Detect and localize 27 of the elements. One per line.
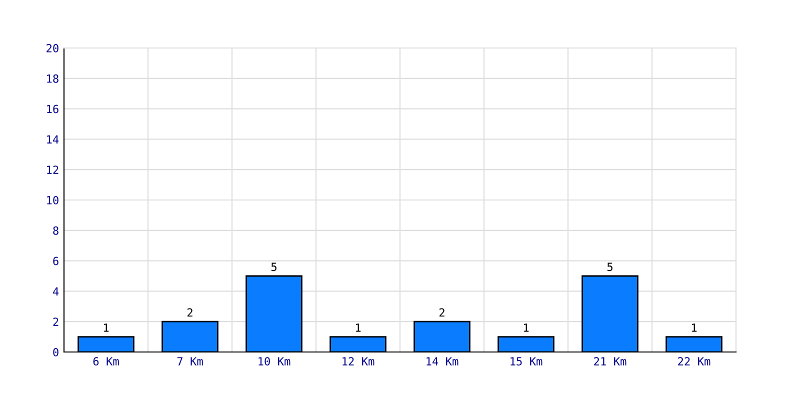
x-tick-label: 15 Km bbox=[510, 357, 542, 366]
x-tick-label: 6 Km bbox=[93, 357, 119, 366]
y-tick-label: 2 bbox=[53, 318, 58, 326]
y-tick-label: 4 bbox=[53, 287, 59, 296]
x-tick-label: 14 Km bbox=[426, 357, 458, 366]
y-tick-label: 18 bbox=[47, 74, 58, 83]
x-tick-label: 7 Km bbox=[177, 357, 203, 366]
y-tick-label: 0 bbox=[53, 348, 58, 356]
data-label: 5 bbox=[271, 262, 276, 272]
y-tick-label: 6 bbox=[53, 256, 58, 266]
x-tick-label: 21 Km bbox=[594, 357, 626, 366]
data-label: 2 bbox=[439, 308, 444, 317]
y-tick-label: 16 bbox=[47, 104, 58, 114]
data-label: 1 bbox=[524, 324, 529, 332]
data-label: 5 bbox=[607, 262, 612, 272]
y-tick-label: 20 bbox=[46, 44, 58, 52]
y-tick-label: 12 bbox=[47, 166, 58, 174]
y-tick-label: 10 bbox=[47, 196, 58, 204]
data-label: 1 bbox=[356, 324, 361, 332]
x-tick-label: 22 Km bbox=[678, 357, 710, 366]
y-tick-label: 14 bbox=[47, 135, 59, 144]
data-label: 2 bbox=[187, 308, 192, 317]
x-tick-label: 12 Km bbox=[342, 357, 374, 366]
data-label: 1 bbox=[104, 324, 109, 332]
x-tick-label: 10 Km bbox=[258, 357, 290, 366]
y-tick-label: 8 bbox=[53, 226, 58, 235]
data-label: 1 bbox=[692, 324, 697, 332]
